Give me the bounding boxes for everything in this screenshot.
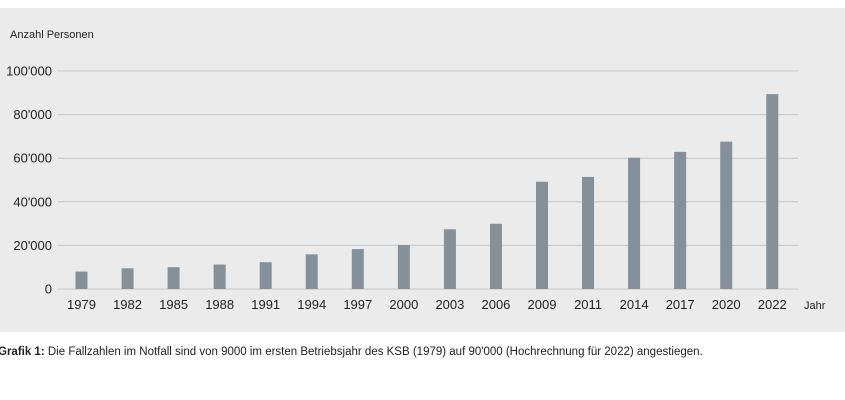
x-tick-label: 2003	[435, 297, 464, 312]
x-tick-label: 2009	[528, 297, 557, 312]
x-tick-label: 1988	[205, 297, 234, 312]
y-tick-label: 80'000	[13, 107, 52, 122]
x-tick-label: 1997	[343, 297, 372, 312]
bar	[75, 271, 88, 289]
x-tick-label: 2014	[620, 297, 649, 312]
x-tick-label: 1985	[159, 297, 188, 312]
gridlines	[58, 70, 798, 290]
bar-chart: Anzahl Personen 0 20'000 40'000 60'000 80'00…	[6, 29, 826, 312]
bars	[75, 94, 779, 289]
x-tick-label: 2017	[666, 297, 695, 312]
x-tick-label: 2000	[389, 297, 418, 312]
y-axis-title: Anzahl Personen	[10, 29, 94, 41]
bar	[674, 151, 687, 289]
caption-text: Die Fallzahlen im Notfall sind von 9000 …	[44, 346, 703, 358]
bar	[443, 229, 456, 289]
bar	[351, 249, 364, 289]
y-tick-label: 0	[45, 282, 52, 297]
x-tick-label: 1982	[113, 297, 142, 312]
bar	[213, 264, 226, 289]
y-axis-ticks: 0 20'000 40'000 60'000 80'000 100'000	[6, 64, 52, 297]
x-tick-label: 1991	[251, 297, 280, 312]
x-axis-ticks: 1979 1982 1985 1988 1991 1994 1997 2000 2003 2006…	[67, 297, 787, 312]
caption-label: Grafik 1:	[0, 346, 45, 358]
x-tick-label: 1979	[67, 297, 96, 312]
bar	[259, 262, 272, 289]
bar	[766, 94, 779, 289]
bar	[582, 176, 595, 289]
y-tick-label: 20'000	[13, 238, 52, 253]
bar	[305, 254, 318, 289]
y-tick-label: 100'000	[6, 64, 52, 79]
x-axis-title: Jahr	[804, 300, 826, 312]
x-tick-label: 1994	[297, 297, 326, 312]
bar	[720, 141, 733, 289]
bar	[628, 157, 641, 289]
bar	[489, 223, 502, 289]
x-tick-label: 2011	[574, 297, 602, 312]
chart-panel: Anzahl Personen 0 20'000 40'000 60'000 80'00…	[0, 8, 845, 332]
y-tick-label: 40'000	[13, 194, 52, 209]
x-tick-label: 2020	[712, 297, 741, 312]
x-tick-label: 2006	[481, 297, 510, 312]
figure-caption: Grafik 1: Die Fallzahlen im Notfall sind…	[0, 346, 843, 358]
x-tick-label: 2022	[758, 297, 787, 312]
bar	[167, 267, 180, 289]
y-tick-label: 60'000	[13, 151, 52, 166]
bar	[121, 268, 134, 289]
bar	[397, 244, 410, 289]
bar	[536, 181, 548, 289]
